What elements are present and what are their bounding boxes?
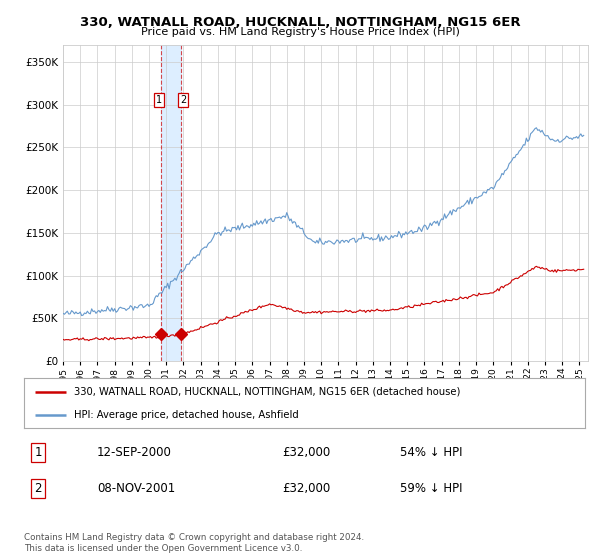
Text: Contains HM Land Registry data © Crown copyright and database right 2024.
This d: Contains HM Land Registry data © Crown c… — [24, 533, 364, 553]
Text: 1: 1 — [156, 95, 162, 105]
Text: 330, WATNALL ROAD, HUCKNALL, NOTTINGHAM, NG15 6ER (detached house): 330, WATNALL ROAD, HUCKNALL, NOTTINGHAM,… — [74, 386, 461, 396]
Text: £32,000: £32,000 — [282, 446, 331, 459]
Text: 1: 1 — [34, 446, 42, 459]
Text: Price paid vs. HM Land Registry's House Price Index (HPI): Price paid vs. HM Land Registry's House … — [140, 27, 460, 37]
Text: £32,000: £32,000 — [282, 482, 331, 495]
Text: 2: 2 — [34, 482, 42, 495]
Text: HPI: Average price, detached house, Ashfield: HPI: Average price, detached house, Ashf… — [74, 410, 299, 420]
Text: 2: 2 — [180, 95, 186, 105]
Bar — [161, 45, 181, 361]
Text: 330, WATNALL ROAD, HUCKNALL, NOTTINGHAM, NG15 6ER: 330, WATNALL ROAD, HUCKNALL, NOTTINGHAM,… — [80, 16, 520, 29]
Text: 12-SEP-2000: 12-SEP-2000 — [97, 446, 172, 459]
Text: 54% ↓ HPI: 54% ↓ HPI — [400, 446, 463, 459]
Text: 59% ↓ HPI: 59% ↓ HPI — [400, 482, 463, 495]
Text: 08-NOV-2001: 08-NOV-2001 — [97, 482, 175, 495]
